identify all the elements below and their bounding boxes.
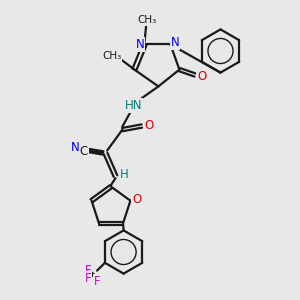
Text: H: H: [120, 168, 129, 181]
Text: F: F: [85, 264, 92, 277]
Text: CH₃: CH₃: [102, 51, 122, 61]
Text: O: O: [144, 118, 153, 132]
Text: CH₃: CH₃: [137, 15, 156, 25]
Text: O: O: [132, 193, 142, 206]
Text: HN: HN: [125, 99, 142, 112]
Text: N: N: [170, 36, 179, 50]
Text: N: N: [136, 38, 145, 51]
Text: F: F: [94, 275, 101, 288]
Text: N: N: [70, 141, 80, 154]
Text: F: F: [85, 272, 92, 285]
Text: C: C: [80, 145, 88, 158]
Text: O: O: [197, 70, 206, 83]
